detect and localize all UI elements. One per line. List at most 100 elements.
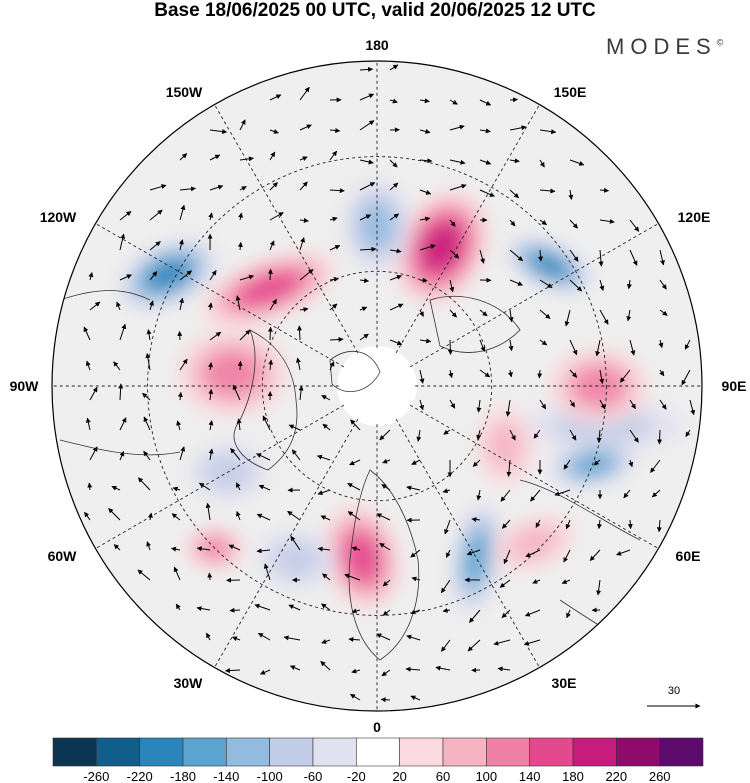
wind-vector xyxy=(381,669,391,677)
wind-vector xyxy=(290,535,301,551)
wind-vector xyxy=(137,569,151,581)
wind-vector xyxy=(616,549,631,556)
wind-vector xyxy=(538,249,544,262)
wind-vector xyxy=(479,339,486,352)
wind-vector xyxy=(83,326,91,341)
wind-vector xyxy=(442,488,451,494)
wind-vector xyxy=(389,248,402,254)
wind-vector xyxy=(111,485,121,491)
wind-vector xyxy=(449,99,458,105)
wind-vector xyxy=(239,156,254,162)
wind-vector xyxy=(299,156,308,161)
wind-vector xyxy=(329,303,338,311)
anomaly-level xyxy=(204,351,261,396)
wind-vector xyxy=(267,326,273,341)
wind-vector xyxy=(382,458,391,464)
wind-vector xyxy=(593,459,601,466)
wind-vector xyxy=(389,303,404,311)
wind-vector xyxy=(685,429,691,438)
wind-vector xyxy=(471,517,481,522)
lon-label-60w: 60W xyxy=(48,548,78,564)
anomaly-level xyxy=(486,420,524,471)
wind-vector xyxy=(435,665,451,671)
wind-vector xyxy=(596,429,602,443)
wind-vector xyxy=(629,219,640,232)
wind-vector xyxy=(509,158,520,164)
wind-vector xyxy=(263,563,271,581)
wind-vector xyxy=(499,579,511,588)
colorbar: -260 -220 -180 -140 -100 -60 -20 20 60 100 140 180 2… xyxy=(52,737,704,783)
wind-vector xyxy=(289,665,301,671)
anomaly-center xyxy=(118,239,217,310)
wind-vector xyxy=(322,573,331,581)
wind-vector xyxy=(298,385,304,401)
wind-vector xyxy=(320,661,331,671)
wind-vector xyxy=(119,323,127,341)
wind-vector xyxy=(320,515,331,521)
wind-vector xyxy=(254,603,271,611)
wind-vector xyxy=(539,309,551,319)
wind-vector xyxy=(172,486,181,492)
wind-vector xyxy=(205,502,211,521)
graticule xyxy=(52,61,702,711)
colorbar-tick-label: 260 xyxy=(649,769,671,783)
anomaly-level xyxy=(271,540,322,579)
colorbar-swatch xyxy=(312,737,357,767)
wind-vector xyxy=(230,448,241,461)
wind-vector xyxy=(177,330,183,341)
wind-vector xyxy=(87,482,93,491)
vector-scale-label: 30 xyxy=(668,685,680,697)
wind-vector xyxy=(232,384,241,401)
wind-vector xyxy=(564,309,571,327)
wind-vector xyxy=(419,98,430,104)
wind-vector xyxy=(231,636,241,642)
polar-cap xyxy=(337,346,417,426)
wind-vector xyxy=(321,394,331,401)
wind-vector xyxy=(389,182,399,191)
wind-vector xyxy=(419,216,431,222)
wind-vector xyxy=(569,279,583,292)
wind-vector xyxy=(445,549,451,558)
wind-vector xyxy=(539,339,548,346)
wind-vector xyxy=(329,336,344,342)
wind-vector xyxy=(146,541,152,551)
wind-vector xyxy=(449,309,457,318)
wind-vector xyxy=(209,154,221,161)
colorbar-swatch xyxy=(356,737,400,767)
colorbar-tick-label: -60 xyxy=(304,769,323,783)
wind-vector xyxy=(179,358,188,371)
wind-vector xyxy=(563,549,571,563)
wind-vector xyxy=(411,459,421,465)
wind-vector xyxy=(119,451,125,461)
wind-vector xyxy=(178,239,184,251)
lon-label-30e: 30E xyxy=(552,675,577,691)
wind-vector xyxy=(493,639,511,646)
wind-vector xyxy=(443,429,451,435)
wind-vector xyxy=(466,549,481,556)
coastline xyxy=(429,295,521,353)
wind-vector xyxy=(569,159,585,166)
wind-vector xyxy=(509,97,518,103)
wind-vector xyxy=(171,546,181,552)
anomaly-center xyxy=(506,237,593,294)
wind-vector xyxy=(171,513,181,521)
coastline xyxy=(233,329,298,471)
wind-vector xyxy=(376,513,391,521)
wind-vector xyxy=(449,399,456,409)
wind-vector xyxy=(176,420,182,431)
wind-vector xyxy=(501,519,511,529)
wind-vector xyxy=(626,309,632,322)
wind-vector xyxy=(149,300,154,311)
wind-vector xyxy=(351,546,361,552)
wind-vector xyxy=(359,214,372,221)
wind-vector xyxy=(479,369,491,378)
wind-vector xyxy=(235,295,241,311)
wind-vector xyxy=(179,446,186,461)
wind-vector xyxy=(179,297,185,311)
wind-vector xyxy=(501,609,511,618)
wind-vector xyxy=(321,639,331,644)
wind-vector xyxy=(258,484,271,491)
wind-vector xyxy=(329,361,335,371)
map-border xyxy=(51,60,703,712)
wind-vector xyxy=(321,603,331,611)
